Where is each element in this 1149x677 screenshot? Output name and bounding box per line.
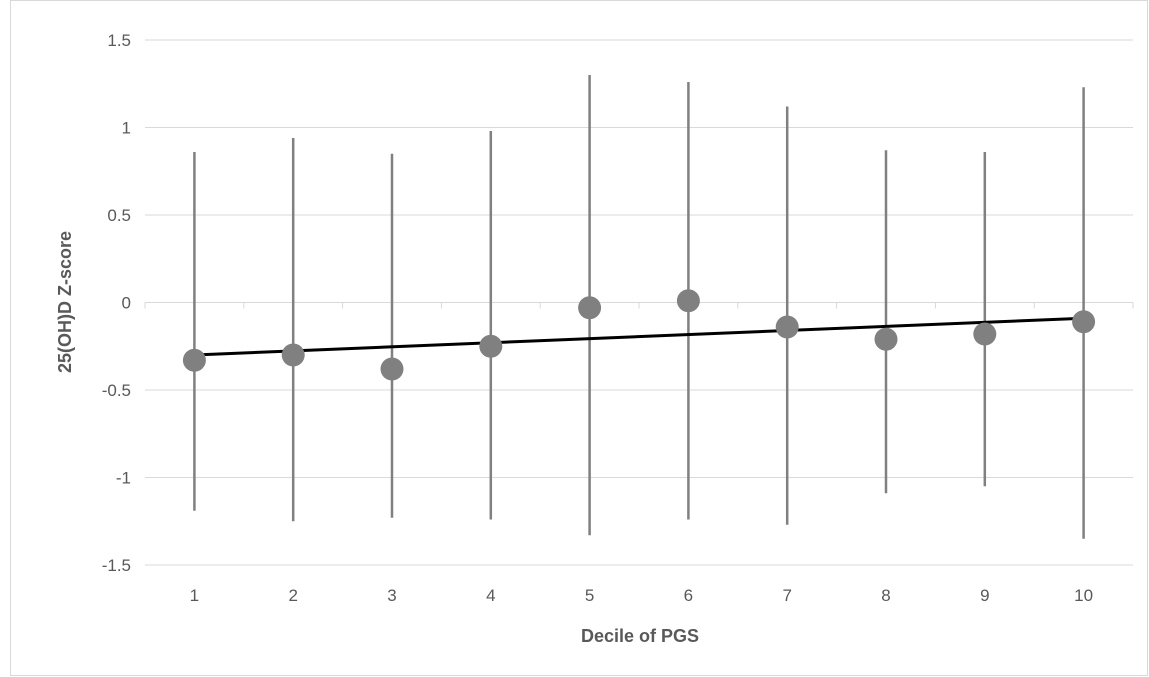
data-point bbox=[973, 322, 997, 346]
data-point bbox=[676, 289, 700, 313]
data-point bbox=[1072, 310, 1096, 334]
y-tick-label: 0 bbox=[122, 294, 131, 313]
y-tick-labels: -1.5 -1 -0.5 0 0.5 1 1.5 bbox=[102, 31, 131, 575]
data-point bbox=[380, 357, 404, 381]
x-tick-label: 10 bbox=[1074, 586, 1093, 605]
x-tick-label: 7 bbox=[782, 586, 791, 605]
x-tick-label: 3 bbox=[387, 586, 396, 605]
y-tick-label: 0.5 bbox=[107, 206, 131, 225]
data-point bbox=[578, 296, 602, 320]
gridlines bbox=[144, 39, 1134, 566]
y-tick-label: 1.5 bbox=[107, 31, 131, 50]
x-tick-label: 8 bbox=[881, 586, 890, 605]
y-tick-label: -1.5 bbox=[102, 556, 131, 575]
x-axis-title: Decile of PGS bbox=[581, 626, 699, 646]
trendline bbox=[194, 316, 1084, 357]
data-point bbox=[775, 315, 799, 339]
x-tick-label: 1 bbox=[190, 586, 199, 605]
x-tick-label: 4 bbox=[486, 586, 495, 605]
data-points bbox=[182, 289, 1096, 381]
x-tick-label: 5 bbox=[585, 586, 594, 605]
y-tick-label: -0.5 bbox=[102, 381, 131, 400]
y-axis-title: 25(OH)D Z-score bbox=[55, 231, 75, 373]
y-tick-label: 1 bbox=[122, 119, 131, 138]
data-point bbox=[182, 348, 206, 372]
x-tick-labels: 1 2 3 4 5 6 7 8 9 10 bbox=[190, 586, 1093, 605]
data-point bbox=[874, 327, 898, 351]
x-tick-label: 2 bbox=[288, 586, 297, 605]
data-point bbox=[479, 334, 503, 358]
x-tick-label: 9 bbox=[980, 586, 989, 605]
trendline-layer bbox=[194, 316, 1084, 357]
data-point bbox=[281, 343, 305, 367]
y-tick-label: -1 bbox=[116, 469, 131, 488]
x-tick-label: 6 bbox=[684, 586, 693, 605]
